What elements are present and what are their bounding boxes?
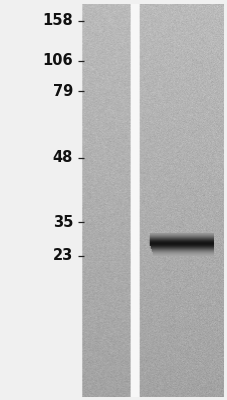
Text: 106: 106 xyxy=(42,53,73,68)
Text: 158: 158 xyxy=(42,13,73,28)
Text: 48: 48 xyxy=(53,150,73,166)
Text: 23: 23 xyxy=(53,248,73,264)
Text: 79: 79 xyxy=(53,84,73,99)
Text: 35: 35 xyxy=(53,214,73,230)
